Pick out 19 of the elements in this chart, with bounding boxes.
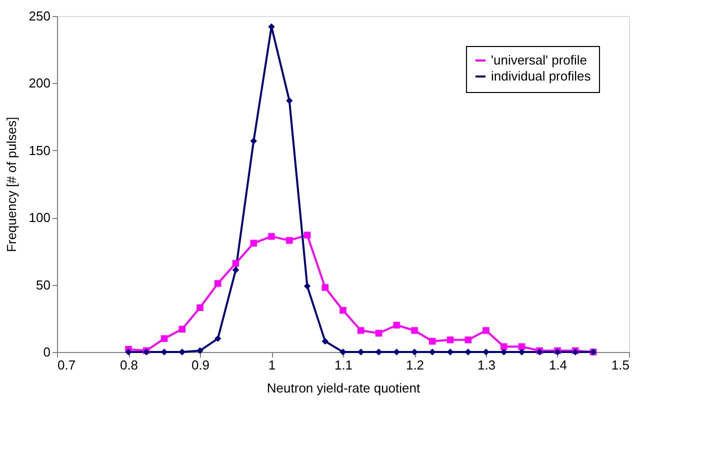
legend-label: 'universal' profile xyxy=(491,52,588,68)
x-tick-label: 0.7 xyxy=(58,358,76,372)
x-tick-label: 1.4 xyxy=(548,358,568,372)
x-tick-label: 1.5 xyxy=(611,358,630,372)
legend-label: individual profiles xyxy=(491,68,592,84)
y-tick-label: 200 xyxy=(28,76,50,91)
y-tick-label: 50 xyxy=(36,277,50,292)
x-tick-label: 1.3 xyxy=(477,358,496,372)
y-axis-title: Frequency [# of pulses] xyxy=(4,116,19,252)
x-tick-label: 1.1 xyxy=(334,358,353,372)
y-tick-label: 150 xyxy=(28,142,50,158)
x-tick-label: 0.8 xyxy=(120,358,138,372)
x-axis-title: Neutron yield-rate quotient xyxy=(266,380,420,396)
x-tick-label: 1.2 xyxy=(406,358,424,372)
y-tick-label: 100 xyxy=(28,210,50,226)
y-tick-label: 250 xyxy=(28,8,50,24)
x-tick-label: 1 xyxy=(268,358,276,372)
y-tick-label: 0 xyxy=(43,344,50,360)
x-tick-label: 0.9 xyxy=(191,358,210,372)
